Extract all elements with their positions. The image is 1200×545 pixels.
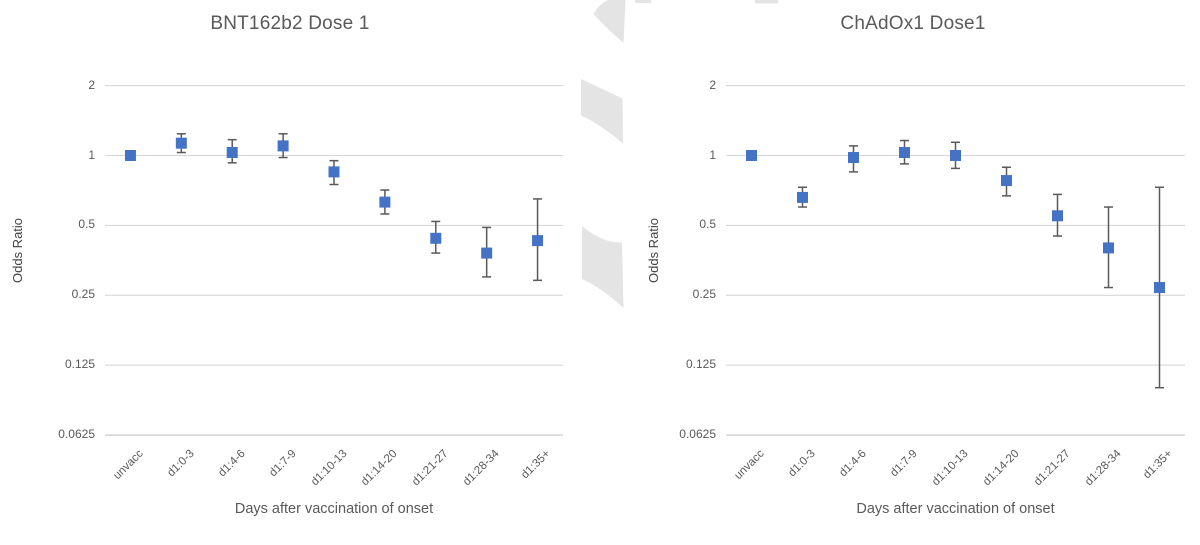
data-point-marker xyxy=(532,235,544,247)
data-point-marker xyxy=(1154,282,1165,294)
y-tick-label: 0.5 xyxy=(699,217,716,232)
chart-title: ChAdOx1 Dose1 xyxy=(840,13,986,34)
y-tick-label: 1 xyxy=(88,147,95,162)
watermark-fragment xyxy=(582,226,624,308)
data-point-marker xyxy=(379,196,391,208)
y-tick-label: 0.0625 xyxy=(679,427,716,442)
y-tick-label: 0.25 xyxy=(71,287,95,302)
data-point-marker xyxy=(746,150,757,161)
data-point-marker xyxy=(1052,210,1063,222)
y-tick-label: 2 xyxy=(709,77,716,92)
y-tick-label: 0.125 xyxy=(64,357,95,372)
data-point-marker xyxy=(950,150,961,161)
data-point-marker xyxy=(277,140,289,152)
data-point-marker xyxy=(226,147,238,159)
watermark-fragment xyxy=(581,79,623,144)
y-tick-label: 0.25 xyxy=(692,287,716,302)
y-tick-label: 0.5 xyxy=(78,217,95,232)
y-tick-label: 0.125 xyxy=(685,357,716,372)
watermark-fragment xyxy=(755,0,778,4)
watermark-fragment xyxy=(635,0,651,3)
x-axis-title: Days after vaccination of onset xyxy=(234,501,434,517)
data-point-marker xyxy=(124,150,136,161)
data-point-marker xyxy=(848,152,859,164)
chart-title: BNT162b2 Dose 1 xyxy=(210,13,370,34)
data-point-marker xyxy=(1001,175,1012,187)
data-point-marker xyxy=(797,191,808,203)
data-point-marker xyxy=(1103,242,1114,254)
y-axis-title: Odds Ratio xyxy=(10,217,25,284)
data-point-marker xyxy=(481,247,493,259)
data-point-marker xyxy=(328,166,340,178)
x-axis-title: Days after vaccination of onset xyxy=(856,501,1055,517)
data-point-marker xyxy=(899,147,910,159)
y-tick-label: 2 xyxy=(88,77,95,92)
y-tick-label: 1 xyxy=(709,147,716,162)
watermark-fragment xyxy=(593,0,626,43)
y-tick-label: 0.0625 xyxy=(58,427,95,442)
data-point-marker xyxy=(175,137,187,149)
data-point-marker xyxy=(430,232,442,244)
